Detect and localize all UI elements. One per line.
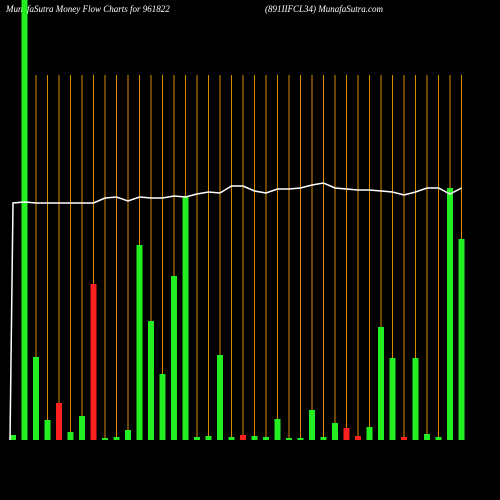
bar: [217, 355, 223, 440]
bar: [44, 420, 51, 440]
bar: [33, 357, 39, 440]
bar: [458, 239, 465, 440]
bar: [320, 437, 327, 440]
bar: [366, 427, 373, 440]
bar: [182, 196, 189, 440]
bar: [194, 437, 200, 440]
bar: [297, 438, 304, 440]
bar: [412, 358, 419, 440]
bar: [435, 437, 442, 440]
bar: [90, 284, 97, 440]
bar: [56, 403, 62, 440]
chart-subtitle: (891IIFCL34) MunafaSutra.com: [265, 4, 383, 14]
bar: [205, 436, 212, 440]
guides: [24, 75, 462, 440]
bars: [10, 0, 465, 440]
bar: [10, 435, 16, 440]
bar: [424, 434, 430, 440]
bar: [171, 276, 177, 440]
bar: [286, 438, 292, 440]
bar: [125, 430, 131, 440]
bar: [447, 188, 453, 440]
bar: [378, 327, 384, 440]
bar: [263, 437, 269, 440]
bar: [389, 358, 396, 440]
bar: [136, 245, 143, 440]
bar: [148, 321, 154, 440]
bar: [79, 416, 85, 440]
bar: [332, 423, 338, 440]
bar: [113, 437, 120, 440]
bar: [228, 437, 235, 440]
bar: [240, 435, 246, 440]
price-line: [9, 182, 462, 441]
bar: [159, 374, 166, 440]
bar: [102, 438, 108, 440]
bar: [343, 428, 350, 440]
bar: [401, 437, 407, 440]
bar: [274, 419, 281, 440]
bar: [309, 410, 315, 440]
bar: [355, 436, 361, 440]
chart-title: MunafaSutra Money Flow Charts for 961822: [5, 4, 170, 14]
bar: [21, 0, 28, 440]
lines: [9, 182, 462, 441]
bar: [67, 432, 74, 440]
bar: [251, 436, 258, 440]
